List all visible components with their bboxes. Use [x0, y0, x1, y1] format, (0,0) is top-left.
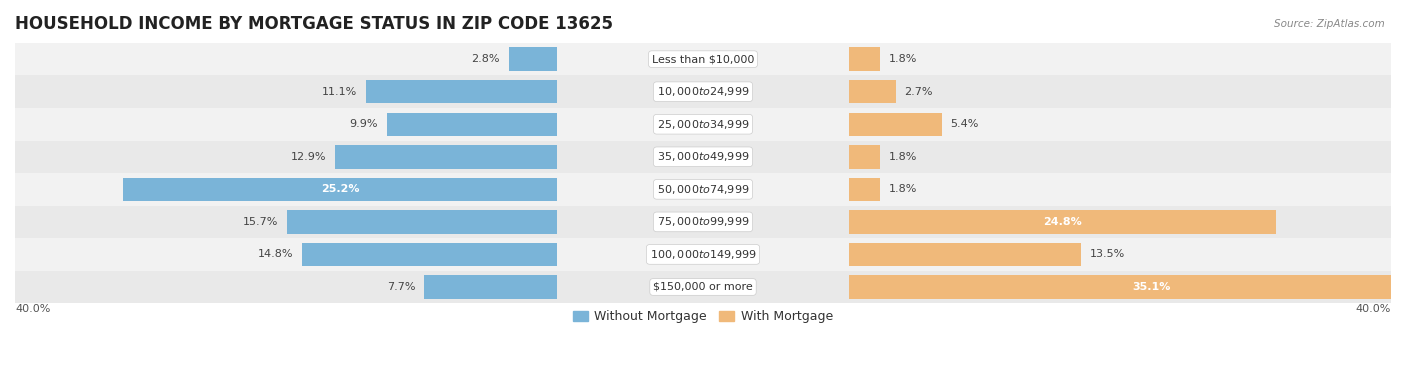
Text: 2.8%: 2.8% [471, 54, 501, 64]
Text: $25,000 to $34,999: $25,000 to $34,999 [657, 118, 749, 131]
Text: 9.9%: 9.9% [350, 119, 378, 129]
Bar [849, 275, 1406, 299]
Text: 1.8%: 1.8% [889, 152, 917, 162]
Bar [15, 141, 1391, 173]
Bar [849, 210, 1275, 234]
Bar [15, 108, 1391, 141]
Text: HOUSEHOLD INCOME BY MORTGAGE STATUS IN ZIP CODE 13625: HOUSEHOLD INCOME BY MORTGAGE STATUS IN Z… [15, 15, 613, 33]
Bar [849, 145, 880, 169]
Bar [15, 43, 1391, 75]
Bar [849, 48, 880, 71]
Text: 2.7%: 2.7% [904, 87, 932, 97]
Text: $150,000 or more: $150,000 or more [654, 282, 752, 292]
Text: $50,000 to $74,999: $50,000 to $74,999 [657, 183, 749, 196]
Text: 24.8%: 24.8% [1043, 217, 1081, 227]
Text: 13.5%: 13.5% [1090, 250, 1125, 259]
Text: $10,000 to $24,999: $10,000 to $24,999 [657, 85, 749, 98]
Bar [849, 80, 896, 103]
Bar [287, 210, 557, 234]
Bar [425, 275, 557, 299]
Bar [15, 271, 1391, 303]
Text: 11.1%: 11.1% [322, 87, 357, 97]
Text: 40.0%: 40.0% [1355, 304, 1391, 314]
Bar [15, 75, 1391, 108]
Text: 5.4%: 5.4% [950, 119, 979, 129]
Bar [849, 178, 880, 201]
Bar [15, 238, 1391, 271]
Text: 1.8%: 1.8% [889, 184, 917, 195]
Bar [849, 243, 1081, 266]
Text: Source: ZipAtlas.com: Source: ZipAtlas.com [1274, 19, 1385, 29]
Bar [15, 173, 1391, 205]
Legend: Without Mortgage, With Mortgage: Without Mortgage, With Mortgage [568, 305, 838, 328]
Text: $75,000 to $99,999: $75,000 to $99,999 [657, 215, 749, 228]
Text: 1.8%: 1.8% [889, 54, 917, 64]
Bar [302, 243, 557, 266]
Bar [849, 113, 942, 136]
Bar [366, 80, 557, 103]
Bar [124, 178, 557, 201]
Text: 7.7%: 7.7% [387, 282, 416, 292]
Text: Less than $10,000: Less than $10,000 [652, 54, 754, 64]
Bar [509, 48, 557, 71]
Bar [335, 145, 557, 169]
Text: 35.1%: 35.1% [1132, 282, 1170, 292]
Text: $100,000 to $149,999: $100,000 to $149,999 [650, 248, 756, 261]
Text: $35,000 to $49,999: $35,000 to $49,999 [657, 150, 749, 163]
Bar [15, 205, 1391, 238]
Text: 12.9%: 12.9% [291, 152, 326, 162]
Bar [387, 113, 557, 136]
Text: 14.8%: 14.8% [259, 250, 294, 259]
Text: 25.2%: 25.2% [321, 184, 360, 195]
Text: 40.0%: 40.0% [15, 304, 51, 314]
Text: 15.7%: 15.7% [243, 217, 278, 227]
